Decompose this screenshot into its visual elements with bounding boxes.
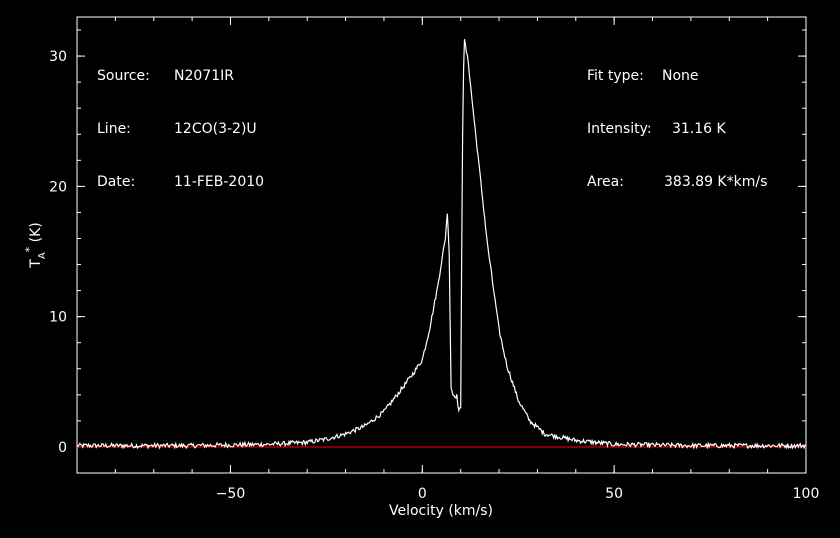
line-value: 12CO(3-2)U [174,121,257,137]
fit-type-value: None [662,68,699,84]
line-row: Line: 12CO(3-2)U [97,121,264,142]
x-axis-label: Velocity (km/s) [389,503,493,519]
date-value: 11-FEB-2010 [174,174,265,190]
y-axis-label: TA* (K) [23,222,48,268]
x-axis: −50 0 50 100 [76,17,820,502]
y-tick-label: 20 [49,179,67,195]
y-tick-label: 30 [49,49,67,65]
x-tick-label: 50 [605,486,623,502]
info-right: Fit type: None Intensity: 31.16 K Area: 383… [587,36,767,211]
intensity-label: Intensity: [587,121,652,137]
x-tick-label: −50 [216,486,246,502]
y-axis: 0 10 20 30 [49,29,806,456]
date-label: Date: [97,174,136,190]
intensity-row: Intensity: 31.16 K [587,121,767,142]
source-label: Source: [97,68,150,84]
source-value: N2071IR [174,68,234,84]
area-row: Area: 383.89 K*km/s [587,174,767,195]
plot-frame [76,16,807,474]
spectrum-line [76,39,807,450]
info-left: Source: N2071IR Line: 12CO(3-2)U Date: 11-F… [97,36,264,211]
source-row: Source: N2071IR [97,68,264,89]
intensity-value: 31.16 K [672,121,726,137]
y-tick-label: 0 [58,440,67,456]
line-label: Line: [97,121,131,137]
fit-type-label: Fit type: [587,68,644,84]
y-tick-label: 10 [49,310,67,326]
area-label: Area: [587,174,624,190]
area-value: 383.89 K*km/s [664,174,768,190]
x-tick-label: 0 [418,486,427,502]
date-row: Date: 11-FEB-2010 [97,174,264,195]
fit-type-row: Fit type: None [587,68,767,89]
x-tick-label: 100 [793,486,820,502]
